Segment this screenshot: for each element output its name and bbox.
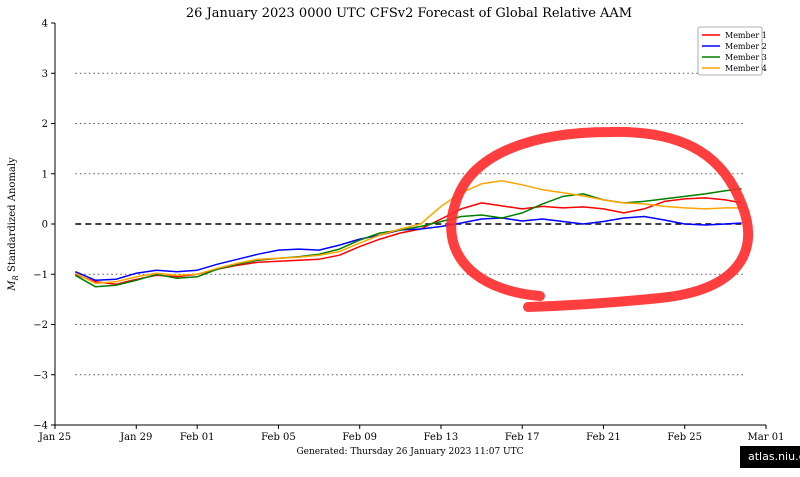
plot-area: −4 −3 −2 −1 0 1 2 3 4 Jan 25 Jan 29 Feb 01 Feb 05 Feb…: [33, 19, 784, 444]
series-line: [74, 180, 742, 285]
legend-box: [697, 26, 763, 76]
x-tick-label: Feb 09: [342, 432, 377, 443]
y-axis-label-m: M: [7, 280, 18, 292]
y-tick-label: −4: [33, 421, 48, 432]
chart-title: 26 January 2023 0000 UTC CFSv2 Forecast …: [186, 6, 632, 21]
y-tick-label: −1: [33, 270, 48, 281]
x-tick-label: Jan 29: [119, 432, 152, 443]
y-tick-label: 1: [42, 169, 48, 180]
x-tick-label: Mar 01: [748, 432, 785, 443]
x-tick-label: Jan 25: [38, 432, 71, 443]
generated-timestamp: Generated: Thursday 26 January 2023 11:0…: [296, 447, 523, 457]
series-line: [75, 215, 742, 282]
y-axis-label-sub: R: [12, 274, 20, 281]
legend-label: Member 3: [725, 53, 767, 62]
y-axis-label-rest: Standardized Anomaly: [7, 157, 18, 275]
legend-label: Member 1: [725, 31, 767, 40]
x-tick-label: Feb 17: [505, 432, 540, 443]
legend-label: Member 4: [725, 64, 767, 73]
y-tick-label: −2: [33, 320, 48, 331]
y-tick-label: 0: [42, 220, 48, 231]
y-axis-label: MR Standardized Anomaly: [7, 157, 20, 292]
x-tick-label: Feb 05: [261, 432, 296, 443]
x-tick-label: Feb 21: [586, 432, 621, 443]
x-tick-label: Feb 13: [424, 432, 459, 443]
watermark-badge: atlas.niu.edu: [740, 446, 800, 468]
y-tick-label: 3: [42, 69, 48, 80]
y-tick-label: 2: [42, 119, 48, 130]
y-tick-label: −3: [33, 370, 48, 381]
x-tick-label: Feb 25: [667, 432, 702, 443]
red-ellipse-annotation: [446, 126, 754, 312]
series-line: [74, 188, 742, 288]
x-tick-label: Feb 01: [180, 432, 215, 443]
legend-label: Member 2: [725, 42, 767, 51]
y-tick-label: 4: [42, 19, 48, 30]
